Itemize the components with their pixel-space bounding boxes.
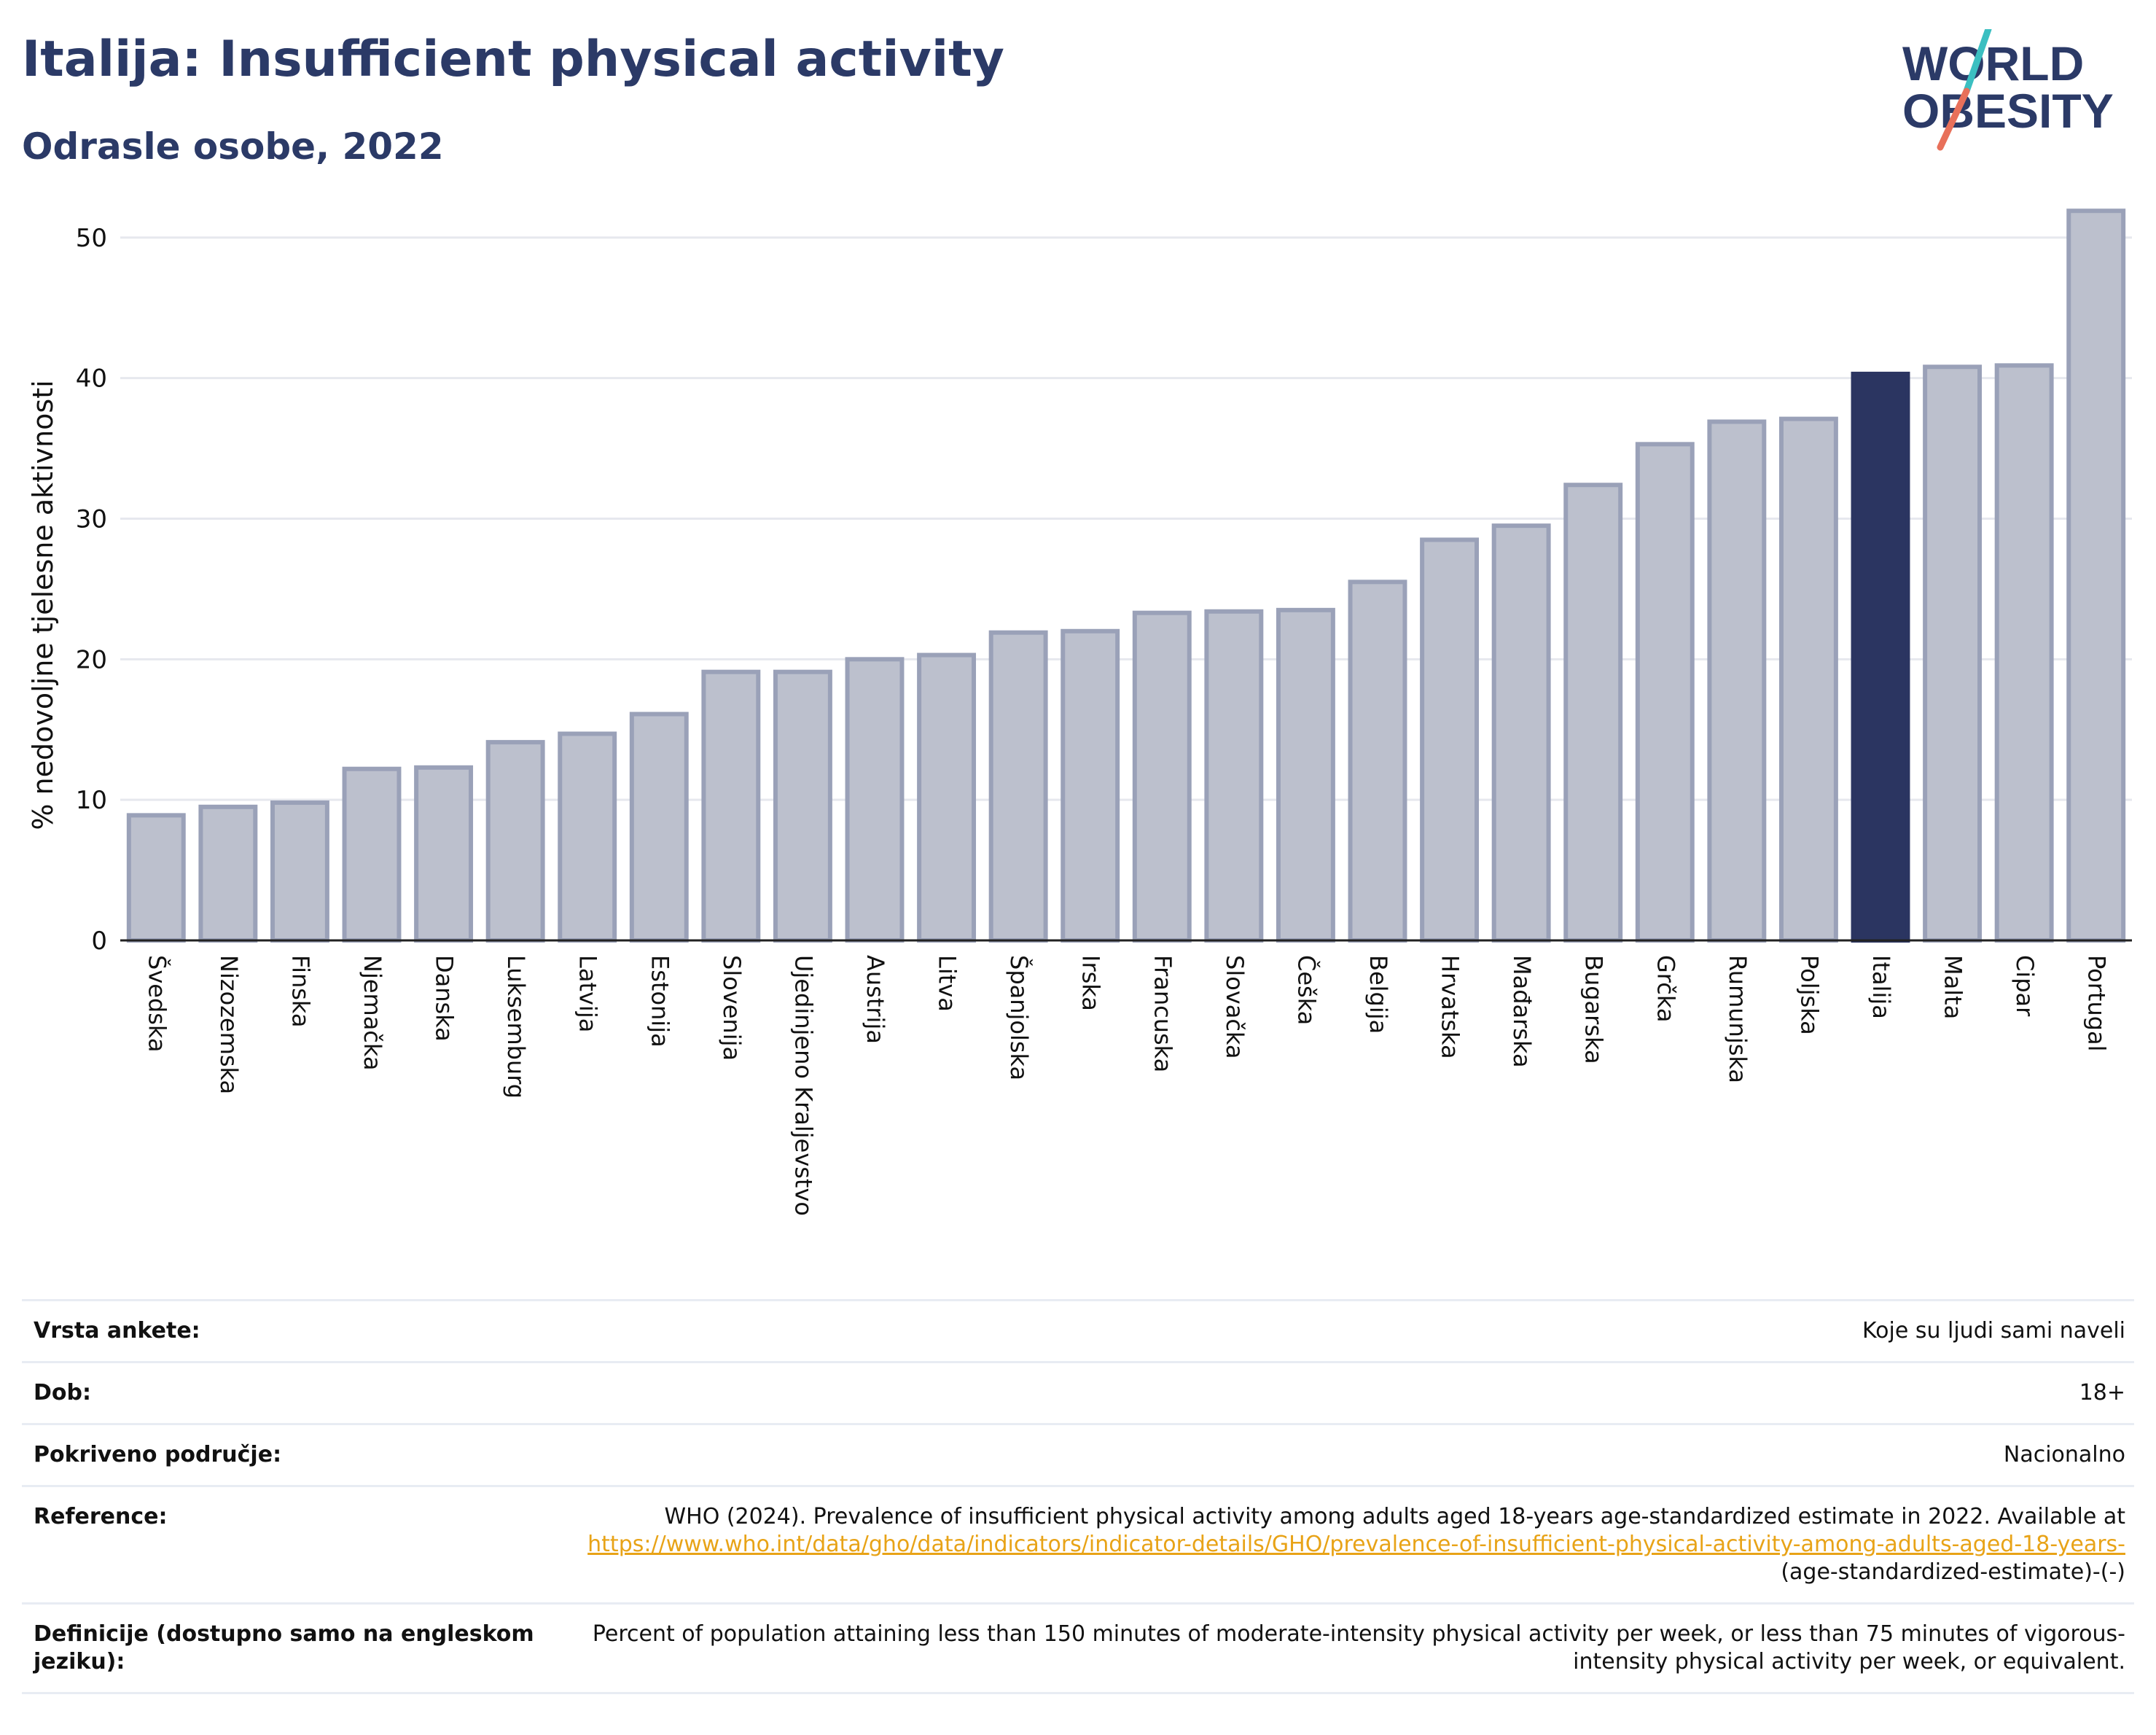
bar-austrija[interactable] <box>845 657 905 943</box>
y-tick-label: 40 <box>76 364 107 394</box>
bar-mađarska[interactable] <box>1491 523 1551 943</box>
x-tick-label: Češka <box>1292 955 1321 1025</box>
bar-irska[interactable] <box>1061 628 1120 943</box>
x-tick-label: Njemačka <box>359 955 386 1070</box>
x-tick-label: Mađarska <box>1508 955 1536 1068</box>
meta-label: Definicije (dostupno samo na engleskom j… <box>34 1621 534 1674</box>
bar-slovačka[interactable] <box>1204 609 1264 943</box>
y-tick-labels: 0 10 20 30 40 50 <box>76 224 107 956</box>
y-tick-label: 10 <box>76 786 107 815</box>
bar-danska[interactable] <box>414 765 474 943</box>
bar-litva[interactable] <box>917 652 977 943</box>
reference-value: WHO (2024). Prevalence of insufficient p… <box>544 1503 2125 1586</box>
meta-row-reference: Reference: WHO (2024). Prevalence of ins… <box>22 1485 2134 1602</box>
world-obesity-logo-icon: WORLD OBESITY <box>1902 29 2114 151</box>
bar-luksemburg[interactable] <box>485 740 545 943</box>
x-tick-label: Hrvatska <box>1437 955 1464 1059</box>
y-tick-label: 0 <box>91 927 107 956</box>
meta-row-coverage: Pokriveno područje: Nacionalno <box>22 1423 2134 1485</box>
meta-value: 18+ <box>2079 1380 2125 1405</box>
bar-češka[interactable] <box>1276 607 1335 943</box>
bar-grčka[interactable] <box>1635 442 1695 943</box>
definition-value: Percent of population attaining less tha… <box>592 1621 2125 1674</box>
bar-malta[interactable] <box>1923 364 1983 943</box>
x-tick-label: Latvija <box>574 955 602 1032</box>
reference-text: WHO (2024). Prevalence of insufficient p… <box>664 1504 2125 1529</box>
bar-španjolska[interactable] <box>988 630 1048 943</box>
bar-finska[interactable] <box>270 800 329 943</box>
bar-cipar[interactable] <box>1994 363 2054 943</box>
y-tick-label: 20 <box>76 645 107 674</box>
x-tick-label: Cipar <box>2011 955 2039 1017</box>
x-tick-label: Bugarska <box>1580 955 1608 1064</box>
meta-row-survey-type: Vrsta ankete: Koje su ljudi sami naveli <box>22 1299 2134 1361</box>
x-tick-label: Danska <box>431 955 458 1042</box>
bar-poljska[interactable] <box>1778 416 1838 943</box>
meta-label: Reference: <box>34 1504 168 1529</box>
bar-latvija[interactable] <box>558 731 617 943</box>
meta-label: Vrsta ankete: <box>34 1318 200 1344</box>
bar-slovenija[interactable] <box>701 669 761 943</box>
meta-label: Pokriveno područje: <box>34 1442 282 1467</box>
y-axis-title: % nedovoljne tjelesne aktivnosti <box>27 380 59 830</box>
meta-value: Koje su ljudi sami naveli <box>1862 1318 2125 1344</box>
bar-estonija[interactable] <box>629 711 689 943</box>
x-tick-label: Malta <box>1940 955 1967 1019</box>
x-tick-label: Litva <box>934 955 961 1012</box>
x-tick-labels: Švedska Nizozemska Finska Njemačka Danska Luk… <box>143 955 2110 1216</box>
y-tick-label: 50 <box>76 224 107 253</box>
meta-value: Nacionalno <box>2003 1442 2125 1467</box>
bar-rumunjska[interactable] <box>1707 419 1767 943</box>
x-tick-label: Belgija <box>1364 955 1392 1034</box>
reference-link[interactable]: https://www.who.int/data/gho/data/indica… <box>587 1532 2125 1557</box>
bar-švedska[interactable] <box>126 813 186 943</box>
logo-line1: WORLD <box>1902 36 2084 90</box>
bar-italija[interactable] <box>1851 371 1910 943</box>
reference-suffix: (age-standardized-estimate)-(-) <box>1781 1559 2125 1585</box>
logo-line2: OBESITY <box>1902 84 2114 138</box>
bar-njemačka[interactable] <box>342 766 402 943</box>
bar-chart: 0 10 20 30 40 50 Švedska Nizozemska Finska Njema… <box>27 208 2132 1216</box>
bar-nizozemska[interactable] <box>198 804 258 943</box>
bar-belgija[interactable] <box>1348 580 1407 943</box>
bar-bugarska[interactable] <box>1563 483 1623 943</box>
bars <box>126 208 2126 943</box>
x-tick-label: Italija <box>1867 955 1895 1019</box>
bar-ujedinjeno-kraljevstvo[interactable] <box>773 669 832 943</box>
x-tick-label: Austrija <box>862 955 889 1044</box>
page-subtitle: Odrasle osobe, 2022 <box>22 125 444 168</box>
x-tick-label: Luksemburg <box>502 955 530 1099</box>
meta-row-definition: Definicije (dostupno samo na engleskom j… <box>22 1602 2134 1694</box>
x-tick-label: Finska <box>286 955 314 1028</box>
bar-hrvatska[interactable] <box>1420 537 1480 943</box>
bar-portugal[interactable] <box>2066 208 2126 943</box>
x-tick-label: Švedska <box>143 955 171 1053</box>
x-tick-label: Estonija <box>646 955 673 1048</box>
meta-row-age: Dob: 18+ <box>22 1361 2134 1423</box>
meta-label: Dob: <box>34 1380 91 1405</box>
x-tick-label: Francuska <box>1149 955 1176 1072</box>
page-title: Italija: Insufficient physical activity <box>22 31 1004 88</box>
metadata-table: Vrsta ankete: Koje su ljudi sami naveli … <box>22 1299 2134 1694</box>
x-tick-label: Španjolska <box>1005 955 1034 1080</box>
x-tick-label: Portugal <box>2083 955 2111 1052</box>
bar-francuska[interactable] <box>1132 610 1192 943</box>
x-tick-label: Irska <box>1077 955 1105 1011</box>
x-tick-label: Rumunjska <box>1724 955 1751 1083</box>
x-tick-label: Slovenija <box>718 955 746 1061</box>
y-tick-label: 30 <box>76 505 107 534</box>
x-tick-label: Ujedinjeno Kraljevstvo <box>789 955 817 1216</box>
x-tick-label: Slovačka <box>1221 955 1249 1059</box>
x-tick-label: Nizozemska <box>215 955 243 1094</box>
x-tick-label: Grčka <box>1652 955 1679 1022</box>
x-tick-label: Poljska <box>1795 955 1823 1035</box>
